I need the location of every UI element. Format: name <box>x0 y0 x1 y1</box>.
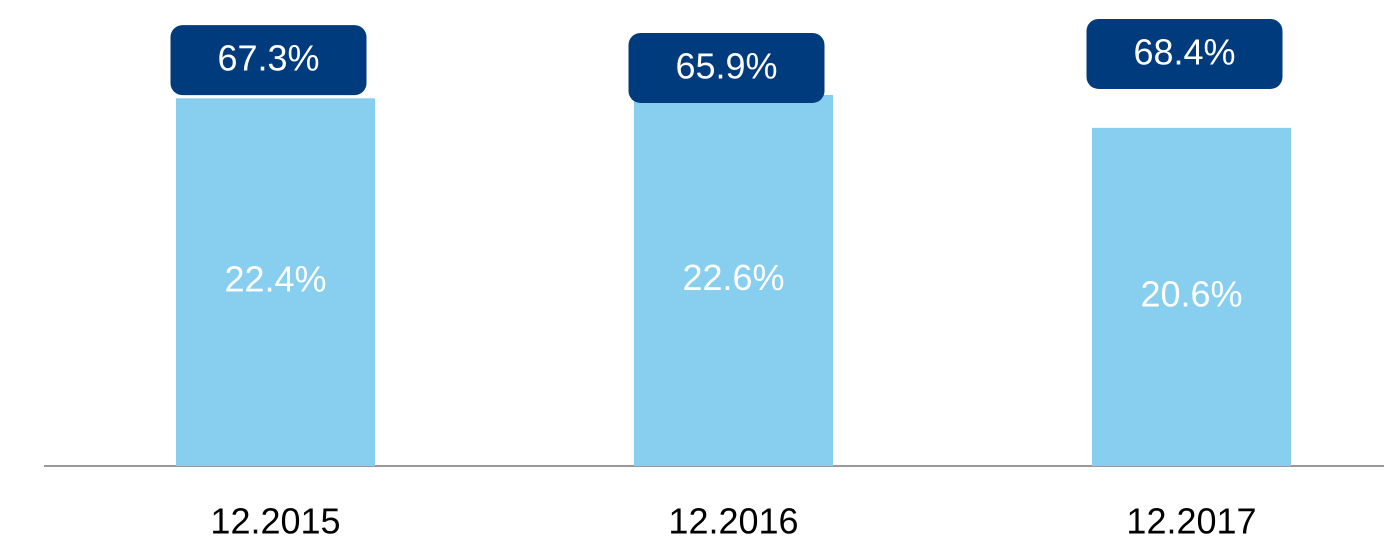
value-label: 22.6% <box>682 257 784 298</box>
callout-box <box>170 25 367 96</box>
callout-label: 67.3% <box>217 38 319 79</box>
callout-label: 65.9% <box>675 45 777 86</box>
callout-label: 68.4% <box>1133 31 1235 72</box>
callout-box <box>1086 18 1283 89</box>
callout-box <box>628 32 825 103</box>
bar <box>634 95 833 466</box>
x-tick-label: 12.2016 <box>668 501 798 542</box>
value-label: 20.6% <box>1140 273 1242 314</box>
x-tick-label: 12.2017 <box>1126 501 1256 542</box>
bar <box>176 98 375 466</box>
x-tick-label: 12.2015 <box>210 501 340 542</box>
bar <box>1092 127 1291 467</box>
value-label: 22.4% <box>224 259 326 300</box>
